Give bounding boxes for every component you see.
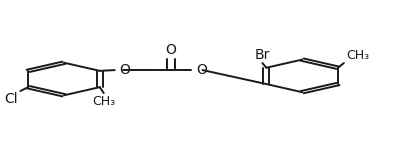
Text: O: O xyxy=(166,43,176,57)
Text: CH₃: CH₃ xyxy=(92,95,115,108)
Text: O: O xyxy=(196,63,207,77)
Text: Cl: Cl xyxy=(5,92,18,106)
Text: Br: Br xyxy=(255,48,270,62)
Text: O: O xyxy=(119,63,130,77)
Text: CH₃: CH₃ xyxy=(346,49,369,61)
